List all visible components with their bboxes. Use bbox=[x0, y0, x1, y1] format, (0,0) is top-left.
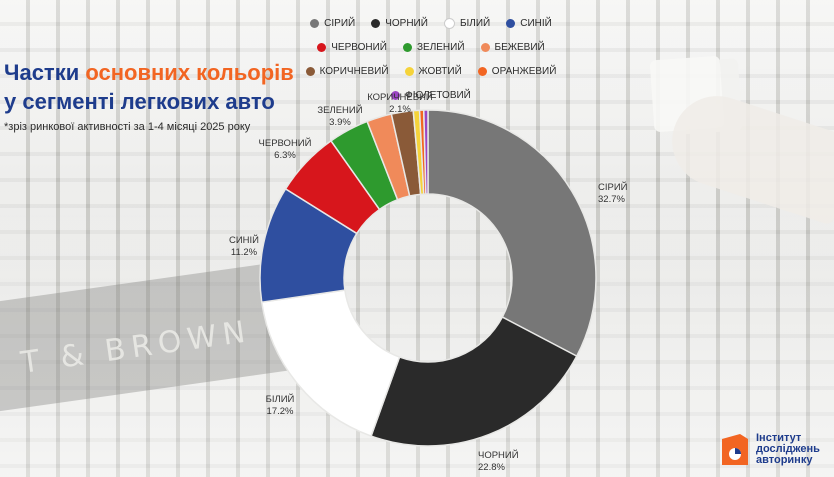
title-line2: у сегменті легкових авто bbox=[4, 89, 275, 114]
slice-name-label: ЗЕЛЕНИЙ bbox=[317, 104, 362, 116]
institute-logo: Інститут досліджень авторинку bbox=[720, 433, 820, 467]
logo-line1: Інститут bbox=[756, 432, 802, 444]
legend-swatch bbox=[310, 18, 320, 28]
logo-line2: досліджень bbox=[756, 443, 820, 455]
legend-label: ОРАНЖЕВИЙ bbox=[491, 65, 557, 77]
donut-slice-11 bbox=[423, 109, 429, 195]
legend-swatch bbox=[371, 18, 381, 28]
legend-swatch bbox=[480, 42, 490, 52]
slice-name-label: СІРИЙ bbox=[598, 181, 628, 193]
chart-legend: СІРИЙ ЧОРНИЙ БІЛИЙ СИНІЙ ЧЕРВОНИЙ ЗЕЛЕНИЙ БЕЖЕ… bbox=[266, 16, 596, 112]
legend-label: ЧОРНИЙ bbox=[385, 17, 428, 29]
legend-item: КОРИЧНЕВИЙ bbox=[305, 64, 389, 78]
legend-label: КОРИЧНЕВИЙ bbox=[319, 65, 389, 77]
legend-item: СИНІЙ bbox=[506, 16, 552, 30]
slice-value-label: 6.3% bbox=[274, 150, 296, 161]
legend-swatch bbox=[443, 17, 455, 29]
legend-item: ЧОРНИЙ bbox=[371, 16, 428, 30]
donut-slice-3 bbox=[260, 289, 401, 438]
donut-slice-1 bbox=[427, 109, 597, 358]
slice-name-label: СИНІЙ bbox=[229, 234, 259, 246]
slice-value-label: 3.9% bbox=[329, 117, 351, 128]
legend-label: ЖОВТИЙ bbox=[418, 65, 462, 77]
legend-swatch bbox=[404, 66, 414, 76]
legend-item: ЖОВТИЙ bbox=[404, 64, 462, 78]
legend-item: БЕЖЕВИЙ bbox=[480, 40, 545, 54]
slice-name-label: БІЛИЙ bbox=[266, 393, 295, 405]
legend-swatch bbox=[391, 90, 401, 100]
legend-item: ЧЕРВОНИЙ bbox=[317, 40, 387, 54]
slice-name-label: КОРИЧНЕВИЙ bbox=[367, 91, 433, 103]
slice-name-label: ЧЕРВОНИЙ bbox=[259, 137, 312, 149]
legend-item: ФІОЛЕТОВИЙ bbox=[391, 88, 471, 102]
legend-swatch bbox=[305, 66, 315, 76]
legend-swatch bbox=[402, 42, 412, 52]
slice-value-label: 11.2% bbox=[231, 247, 258, 258]
legend-swatch bbox=[317, 42, 327, 52]
slice-value-label: 17.2% bbox=[267, 406, 294, 417]
logo-text: Інститут досліджень авторинку bbox=[756, 433, 820, 466]
legend-item: ОРАНЖЕВИЙ bbox=[477, 64, 557, 78]
legend-label: ФІОЛЕТОВИЙ bbox=[405, 89, 471, 101]
legend-item: СІРИЙ bbox=[310, 16, 355, 30]
logo-icon bbox=[722, 434, 748, 465]
slice-value-label: 32.7% bbox=[598, 194, 625, 205]
legend-label: ЧЕРВОНИЙ bbox=[331, 41, 387, 53]
legend-label: СІРИЙ bbox=[324, 17, 356, 29]
logo-line3: авторинку bbox=[756, 454, 813, 466]
legend-label: БІЛИЙ bbox=[459, 17, 491, 29]
slice-value-label: 2.1% bbox=[389, 104, 411, 115]
legend-label: СИНІЙ bbox=[520, 17, 552, 29]
legend-item: ЗЕЛЕНИЙ bbox=[402, 40, 465, 54]
legend-item: БІЛИЙ bbox=[443, 16, 491, 30]
chart-title: Частки основних кольорів у сегменті легк… bbox=[4, 58, 294, 116]
legend-swatch bbox=[477, 66, 487, 76]
title-accent: основних кольорів bbox=[85, 60, 294, 85]
legend-label: БЕЖЕВИЙ bbox=[494, 41, 545, 53]
chart-subtitle: *зріз ринкової активності за 1-4 місяці … bbox=[4, 121, 251, 133]
slice-value-label: 22.8% bbox=[478, 462, 505, 473]
legend-label: ЗЕЛЕНИЙ bbox=[416, 41, 465, 53]
legend-swatch bbox=[506, 18, 516, 28]
slice-name-label: ЧОРНИЙ bbox=[478, 449, 519, 461]
donut-slice-2 bbox=[370, 316, 578, 447]
title-part1: Частки bbox=[4, 60, 80, 85]
